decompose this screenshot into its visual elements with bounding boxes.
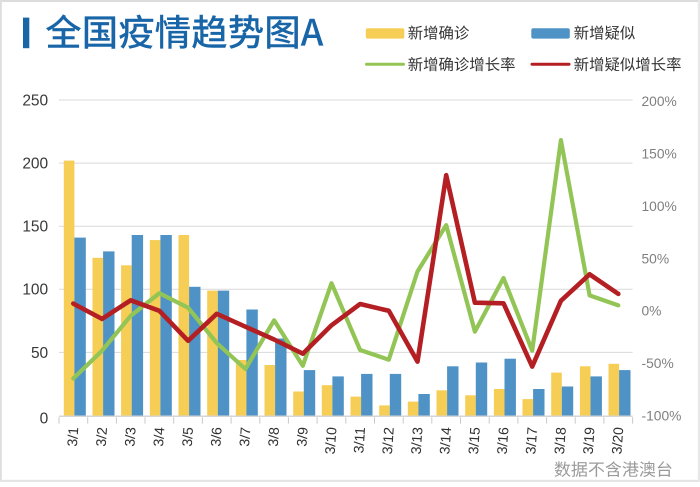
svg-text:200: 200	[22, 156, 48, 173]
svg-text:3/4: 3/4	[150, 426, 167, 447]
svg-text:3/11: 3/11	[350, 426, 368, 453]
svg-text:3/7: 3/7	[236, 426, 253, 447]
svg-text:3/2: 3/2	[93, 426, 110, 447]
svg-text:100: 100	[22, 282, 48, 299]
svg-text:3/8: 3/8	[265, 426, 282, 447]
svg-text:3/10: 3/10	[322, 426, 340, 455]
svg-text:3/20: 3/20	[608, 426, 626, 455]
svg-text:-100%: -100%	[642, 408, 682, 423]
svg-text:0%: 0%	[642, 304, 662, 319]
svg-text:3/1: 3/1	[64, 426, 81, 447]
svg-text:50: 50	[31, 345, 49, 362]
svg-text:3/18: 3/18	[551, 426, 569, 455]
svg-text:3/16: 3/16	[494, 426, 512, 455]
svg-text:100%: 100%	[642, 199, 677, 214]
svg-text:3/5: 3/5	[179, 426, 196, 447]
svg-text:200%: 200%	[642, 94, 677, 109]
svg-text:150%: 150%	[642, 147, 677, 162]
svg-text:3/9: 3/9	[293, 426, 310, 447]
svg-text:3/6: 3/6	[207, 426, 224, 447]
svg-text:3/17: 3/17	[522, 426, 540, 455]
svg-text:0: 0	[40, 410, 49, 427]
svg-text:3/12: 3/12	[379, 426, 397, 455]
svg-text:3/14: 3/14	[436, 426, 454, 455]
svg-text:3/13: 3/13	[408, 426, 426, 455]
svg-text:250: 250	[22, 92, 48, 109]
svg-text:3/15: 3/15	[465, 426, 483, 455]
svg-text:3/3: 3/3	[121, 426, 138, 447]
svg-text:-50%: -50%	[642, 356, 674, 371]
svg-text:3/19: 3/19	[580, 426, 598, 455]
svg-text:50%: 50%	[642, 251, 670, 266]
svg-text:150: 150	[22, 219, 48, 236]
